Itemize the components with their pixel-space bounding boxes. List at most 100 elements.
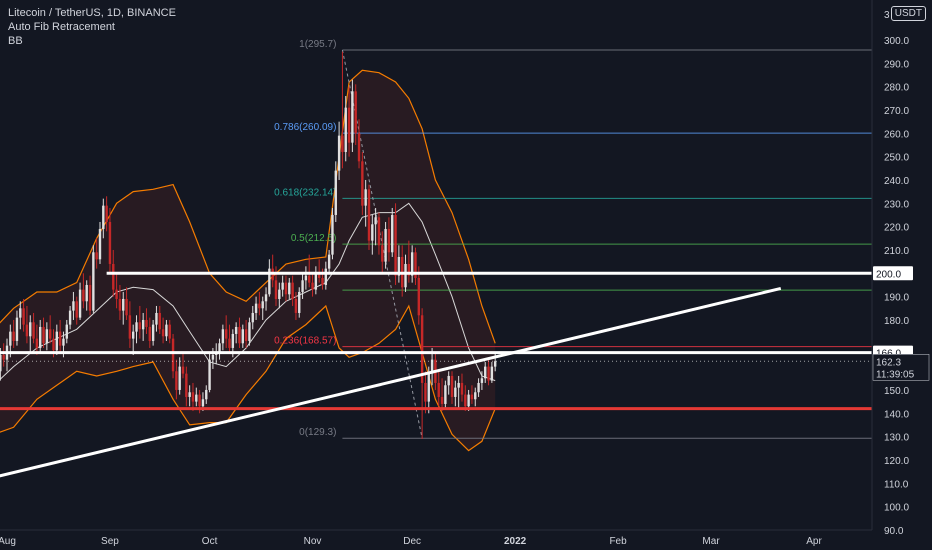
candle-body [78,289,82,318]
candle-body [98,228,102,260]
candle-body [281,282,284,290]
candle-body [470,394,474,400]
candle-body [371,224,374,241]
candle-body [95,252,98,260]
candle-body [447,375,450,386]
candle-body [351,91,354,143]
price-tick-partial: 3 [884,10,890,21]
candle-body [427,373,430,402]
time-tick-label: Feb [609,536,627,547]
candle-body [29,322,32,337]
time-tick-label: Dec [403,536,421,547]
indicator-fib-label[interactable]: Auto Fib Retracement [8,21,115,33]
price-tick-label: 110.0 [884,479,909,490]
candle-body [12,331,15,341]
candle-body [337,135,341,171]
time-axis[interactable]: Aug Sep Oct Nov Dec 2022 Feb Mar Apr [0,529,872,547]
candle-body [161,329,165,337]
candle-body [354,91,357,134]
candle-body [151,324,155,341]
candle-body [264,294,268,302]
candle-body [65,324,68,339]
candle-body [484,366,487,379]
currency-badge[interactable]: USDT [890,6,926,21]
candle-body [181,366,185,374]
time-tick-label: Nov [304,536,322,547]
candle-body [145,319,148,327]
candle-body [35,338,39,348]
candle-body [55,331,59,351]
candle-body [474,392,477,400]
time-tick-label: Apr [806,536,822,547]
candle-body [138,322,142,330]
bb-upper [0,69,496,344]
time-tick-label: Oct [202,536,218,547]
candle-body [417,277,421,316]
candle-body [248,322,251,341]
indicator-bb-label[interactable]: BB [8,35,23,47]
candle-body [284,282,288,295]
candle-body [407,263,411,276]
candle-body [268,268,271,295]
candle-body [62,338,65,346]
candle-body [241,329,244,344]
candle-body [72,301,75,311]
price-tick-label: 120.0 [884,456,909,467]
candle-body [75,301,78,318]
candle-body [327,254,331,269]
candle-body [420,315,424,383]
symbol-title[interactable]: Litecoin / TetherUS, 1D, BINANCE [8,7,176,19]
candle-body [211,354,215,360]
candle-body [201,399,205,407]
fib-level-label: 0.5(212.5) [291,233,337,244]
candle-body [410,252,414,276]
candle-body [321,277,324,285]
candle-body [165,324,168,337]
candle-body [304,275,308,281]
fib-retracement: 1(295.7) 0.786(260.09) 0.618(232.14) 0.5(21… [274,39,872,439]
candle-body [108,221,112,264]
candle-body [298,291,301,313]
candle-body [118,298,122,311]
price-tick-label: 90.0 [884,526,904,537]
candle-body [102,205,105,229]
time-tick-label: 2022 [504,536,527,547]
fib-level-label: 0.786(260.09) [274,122,336,133]
bb-basis [0,202,496,382]
candle-body [218,343,221,353]
candle-body [374,217,377,225]
candle-body [128,315,132,339]
candle-body [178,366,181,390]
candle-body [2,354,5,360]
candle-body [224,329,228,339]
candle-body [45,329,49,344]
candle-body [171,338,175,372]
candle-body [185,373,188,397]
candle-body [397,256,401,276]
candle-body [311,282,314,290]
price-tick-label: 240.0 [884,176,909,187]
candle-body [301,280,304,292]
price-tag-last: 162.3 [876,357,901,368]
time-tick-label: Sep [101,536,119,547]
candle-body [261,301,264,309]
price-tag-200: 200.0 [876,269,901,280]
candle-body [308,275,311,283]
candle-body [188,392,191,397]
candle-body [464,394,467,407]
candle-body [331,214,334,255]
candle-body [440,396,444,404]
candle-body [324,268,328,285]
candle-body [457,382,460,388]
fib-level-label: 0.236(168.57) [274,336,336,347]
candle-body [274,280,278,299]
candle-body [195,394,198,402]
candle-body [391,214,394,253]
candle-body [357,133,361,162]
candle-body [191,392,195,402]
chart-legend: Litecoin / TetherUS, 1D, BINANCE Auto Fi… [8,6,176,48]
candle-body [115,289,118,299]
candle-body [175,371,178,390]
